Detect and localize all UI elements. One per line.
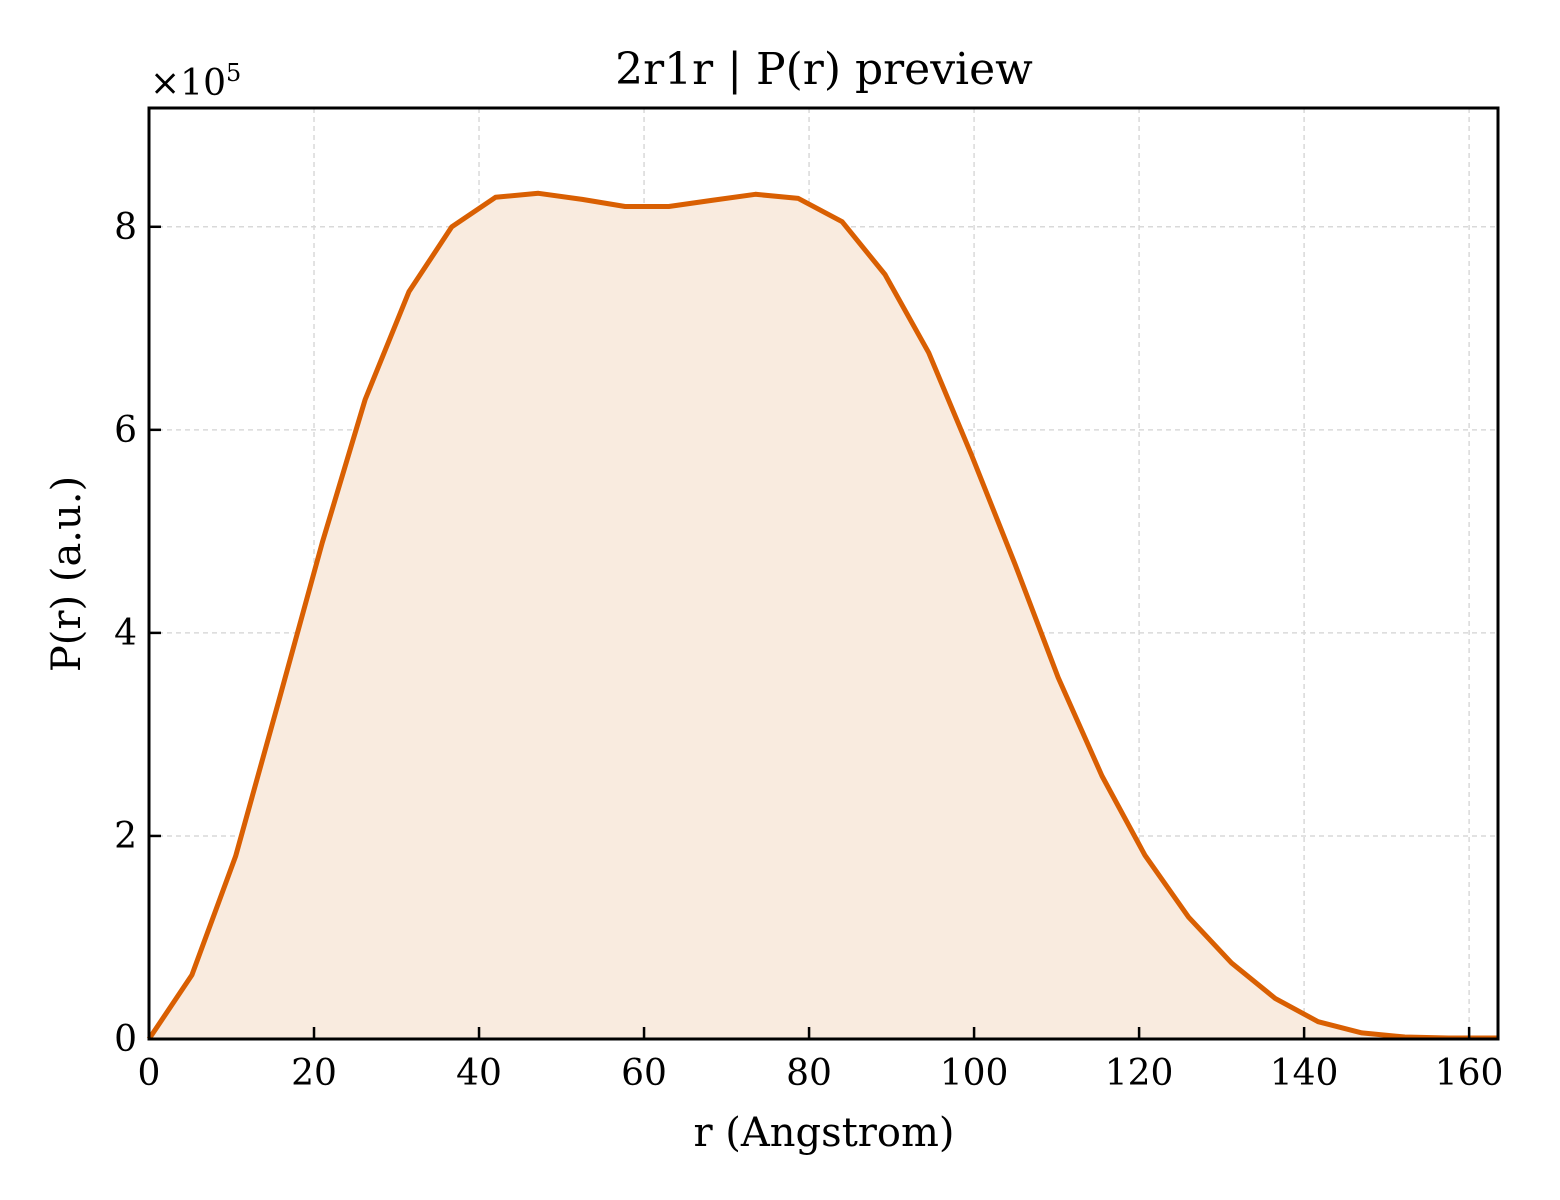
x-tick-label: 100: [940, 1053, 1009, 1094]
x-axis-label: r (Angstrom): [693, 1110, 954, 1156]
y-tick-label: 4: [114, 613, 137, 654]
x-tick-label: 60: [621, 1053, 667, 1094]
y-offset-base: ×10: [150, 63, 226, 104]
x-tick-label: 20: [291, 1053, 337, 1094]
x-tick-label: 120: [1105, 1053, 1174, 1094]
tick-layer: 0 20 40 60 80 100 120 140 160 0 2 4 6 8: [114, 207, 1503, 1094]
y-tick-label: 0: [114, 1019, 137, 1060]
chart-title: 2r1r | P(r) preview: [615, 44, 1033, 95]
x-tick-label: 160: [1435, 1053, 1504, 1094]
y-tick-label: 8: [114, 207, 137, 248]
y-offset-exponent: 5: [226, 59, 241, 87]
x-tick-label: 0: [138, 1053, 161, 1094]
x-tick-label: 140: [1270, 1053, 1339, 1094]
y-tick-label: 2: [114, 816, 137, 857]
pr-series-line: [146, 190, 1498, 1041]
y-tick-label: 6: [114, 410, 137, 451]
pr-area-fill: [149, 193, 1498, 1040]
x-tick-label: 80: [786, 1053, 832, 1094]
x-tick-label: 40: [456, 1053, 502, 1094]
y-axis-label: P(r) (a.u.): [44, 476, 90, 672]
y-offset-label: ×105: [150, 59, 241, 104]
plot-frame: [147, 106, 1500, 1041]
